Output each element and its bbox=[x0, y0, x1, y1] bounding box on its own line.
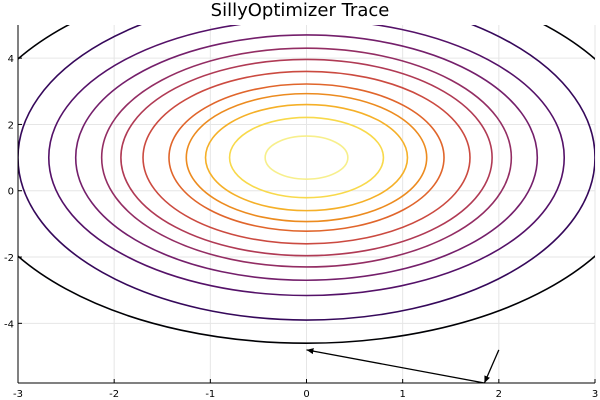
y-tick-label-2: 0 bbox=[8, 187, 14, 198]
trace-step-1 bbox=[483, 349, 500, 384]
contour-level-1 bbox=[264, 135, 349, 180]
x-tick-label-2: -1 bbox=[205, 389, 215, 400]
axes bbox=[17, 25, 596, 384]
x-tick-label-3: 0 bbox=[303, 389, 309, 400]
contour-level-2 bbox=[228, 116, 385, 199]
x-tick-label-5: 2 bbox=[496, 389, 502, 400]
contour-level-11 bbox=[18, 25, 595, 321]
y-tick-labels: -4 -2 0 2 4 bbox=[4, 54, 14, 330]
contour-level-6 bbox=[142, 70, 471, 245]
contour-level-7 bbox=[120, 58, 493, 257]
x-tick-label-1: -2 bbox=[109, 389, 119, 400]
optimizer-trace bbox=[306, 348, 500, 384]
y-tick-label-1: -2 bbox=[4, 253, 14, 264]
contour-level-5 bbox=[168, 83, 445, 232]
chart-title: SillyOptimizer Trace bbox=[210, 0, 390, 21]
x-tick-label-0: -3 bbox=[13, 389, 23, 400]
contour-level-9 bbox=[74, 34, 539, 282]
y-tick-label-0: -4 bbox=[4, 319, 14, 330]
contour-level-8 bbox=[100, 47, 513, 268]
contour-lines bbox=[18, 25, 595, 344]
contour-level-3 bbox=[204, 103, 409, 212]
contour-level-10 bbox=[48, 25, 565, 297]
trace-step-2 bbox=[306, 348, 485, 384]
contour-level-4 bbox=[185, 92, 428, 223]
y-tick-label-3: 2 bbox=[8, 120, 14, 131]
x-tick-labels: -3 -2 -1 0 1 2 3 bbox=[13, 389, 598, 400]
y-tick-label-4: 4 bbox=[8, 54, 14, 65]
grid-lines bbox=[17, 25, 596, 383]
x-tick-label-4: 1 bbox=[399, 389, 405, 400]
contour-level-12 bbox=[18, 25, 595, 344]
x-tick-label-6: 3 bbox=[592, 389, 598, 400]
